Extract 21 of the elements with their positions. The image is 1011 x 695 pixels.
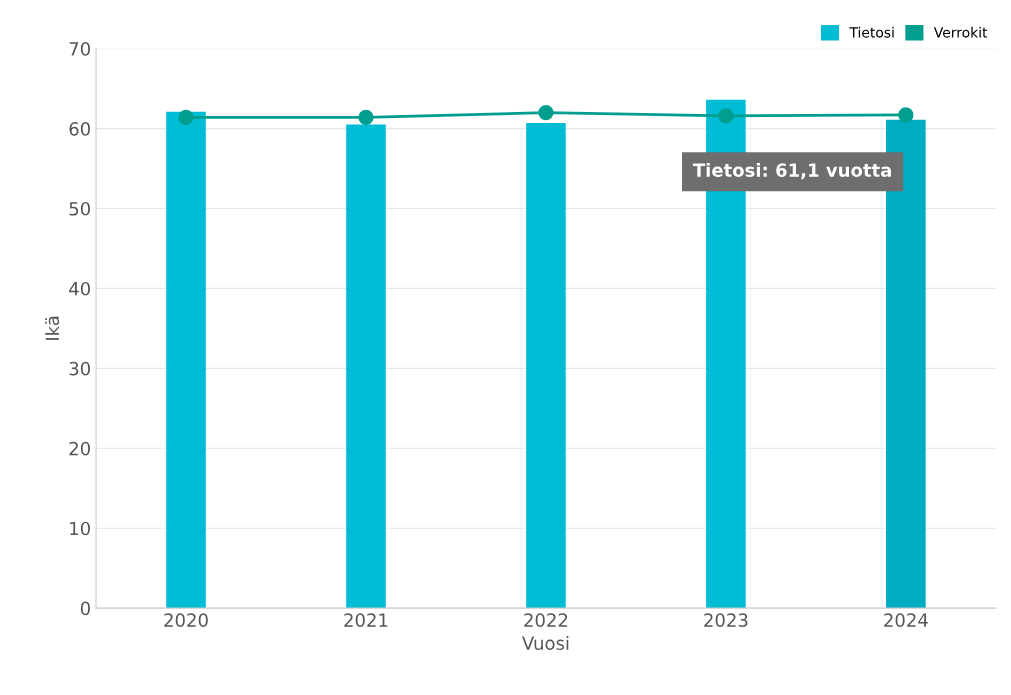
y-axis-title: Ikä (45, 316, 60, 340)
y-tick-label: 0 (80, 601, 90, 616)
bar (526, 122, 566, 609)
annotation: Tietosi: 61,1 vuotta (692, 163, 891, 180)
y-tick-label: 60 (69, 122, 90, 136)
x-tick-label: 2020 (164, 613, 208, 627)
bar (166, 111, 206, 609)
y-tick-label: 40 (69, 281, 90, 296)
y-tick-label: 70 (69, 42, 90, 56)
x-tick-label: 2021 (344, 613, 388, 627)
y-tick-label: 10 (70, 521, 90, 536)
y-tick-label: 20 (69, 441, 90, 456)
x-axis-title: Vuosi (522, 636, 569, 650)
y-tick-label: 50 (69, 201, 90, 216)
x-tick-label: 2023 (704, 613, 748, 627)
legend-label: Verrokit (933, 26, 988, 38)
x-tick-label: 2024 (884, 613, 928, 627)
y-tick-label: 30 (69, 361, 90, 376)
bar (346, 124, 386, 609)
x-tick-label: 2022 (524, 613, 568, 627)
legend-label: Tietosi (849, 26, 894, 38)
